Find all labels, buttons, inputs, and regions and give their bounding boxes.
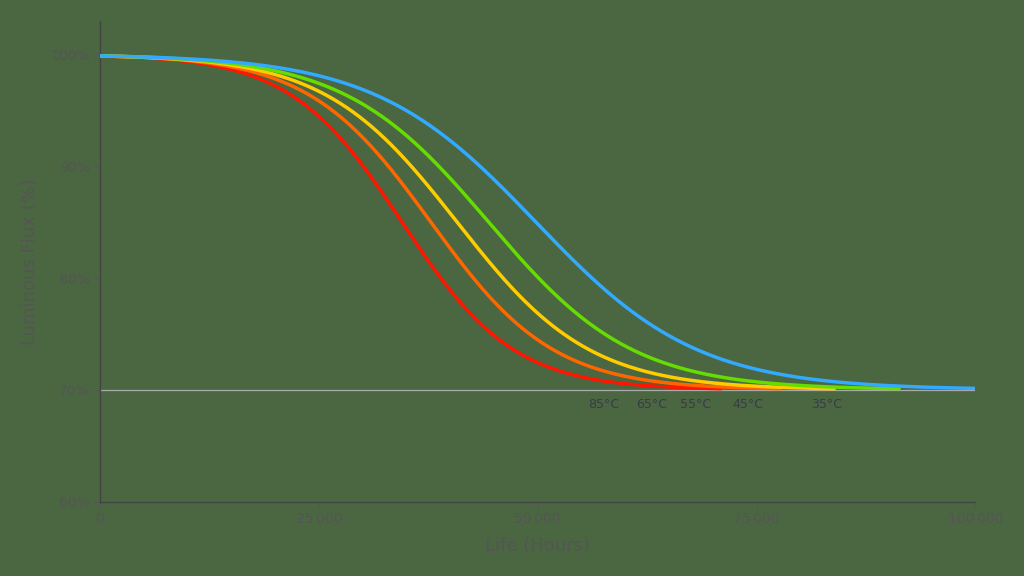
X-axis label: Life (Hours): Life (Hours) — [485, 537, 590, 555]
Y-axis label: Luminous Flux (%): Luminous Flux (%) — [20, 178, 39, 344]
Text: 65°C: 65°C — [636, 397, 667, 411]
Text: 55°C: 55°C — [680, 397, 711, 411]
Text: 85°C: 85°C — [588, 397, 618, 411]
Text: 45°C: 45°C — [732, 397, 763, 411]
Text: 35°C: 35°C — [811, 397, 842, 411]
